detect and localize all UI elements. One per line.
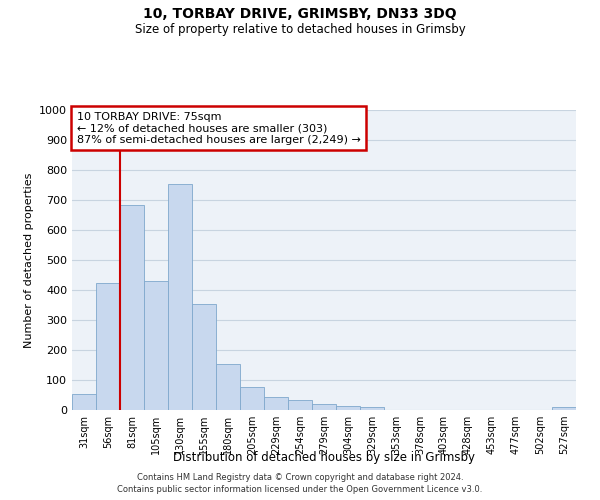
Bar: [552, 407, 576, 410]
Bar: [72, 394, 96, 410]
Y-axis label: Number of detached properties: Number of detached properties: [23, 172, 34, 348]
Bar: [240, 386, 264, 410]
Bar: [288, 400, 312, 410]
Bar: [312, 404, 336, 410]
Text: Size of property relative to detached houses in Grimsby: Size of property relative to detached ho…: [134, 22, 466, 36]
Text: Contains public sector information licensed under the Open Government Licence v3: Contains public sector information licen…: [118, 484, 482, 494]
Text: Distribution of detached houses by size in Grimsby: Distribution of detached houses by size …: [173, 451, 475, 464]
Bar: [216, 364, 240, 410]
Text: Contains HM Land Registry data © Crown copyright and database right 2024.: Contains HM Land Registry data © Crown c…: [137, 473, 463, 482]
Text: 10, TORBAY DRIVE, GRIMSBY, DN33 3DQ: 10, TORBAY DRIVE, GRIMSBY, DN33 3DQ: [143, 8, 457, 22]
Bar: [96, 282, 120, 410]
Bar: [144, 281, 168, 410]
Bar: [336, 406, 360, 410]
Bar: [192, 304, 216, 410]
Bar: [120, 204, 144, 410]
Bar: [360, 407, 384, 410]
Bar: [264, 398, 288, 410]
Bar: [168, 184, 192, 410]
Text: 10 TORBAY DRIVE: 75sqm
← 12% of detached houses are smaller (303)
87% of semi-de: 10 TORBAY DRIVE: 75sqm ← 12% of detached…: [77, 112, 361, 144]
